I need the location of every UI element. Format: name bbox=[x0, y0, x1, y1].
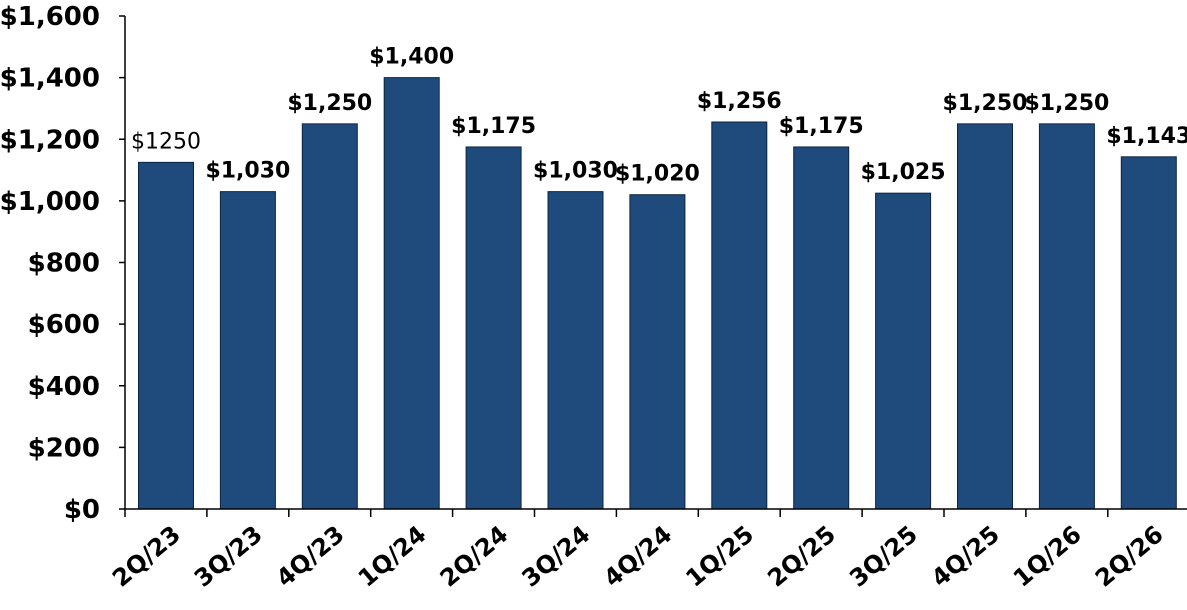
data-label: $1,250 bbox=[1024, 91, 1109, 116]
data-label: $1,400 bbox=[369, 45, 454, 70]
data-label: $1,250 bbox=[943, 91, 1028, 116]
y-tick-label: $800 bbox=[28, 249, 100, 279]
x-tick-label: 3Q/25 bbox=[844, 520, 923, 592]
bar bbox=[301, 123, 358, 510]
x-axis: 2Q/23 3Q/23 4Q/23 1Q/24 2Q/24 3Q/24 4Q/24 1Q/25… bbox=[107, 508, 1187, 593]
data-label: $1,256 bbox=[697, 89, 782, 114]
x-tick-label: 2Q/25 bbox=[762, 520, 841, 592]
x-tick-label: 4Q/23 bbox=[271, 520, 350, 592]
x-tick-label: 1Q/25 bbox=[680, 520, 759, 592]
x-tick-label: 1Q/26 bbox=[1008, 520, 1087, 592]
data-labels: $1250$1,030$1,250$1,400$1,175$1,030$1,02… bbox=[131, 45, 1187, 187]
y-tick-label: $400 bbox=[28, 372, 100, 402]
x-tick-label: 1Q/24 bbox=[353, 520, 432, 592]
bar bbox=[957, 123, 1013, 510]
x-tick-label: 4Q/25 bbox=[926, 520, 1005, 592]
bar bbox=[219, 191, 276, 510]
data-label: $1,175 bbox=[779, 114, 864, 139]
x-tick-label: 3Q/23 bbox=[189, 520, 268, 592]
y-tick-label: $1,200 bbox=[0, 125, 100, 155]
bar bbox=[875, 192, 932, 510]
bar bbox=[465, 146, 522, 510]
bar bbox=[711, 121, 768, 510]
data-label: $1,250 bbox=[287, 91, 372, 116]
y-axis: $0 $200 $400 $600 $800 $1,000 $1,200 $1,400 $1,6… bbox=[0, 2, 126, 525]
y-tick-label: $200 bbox=[28, 433, 100, 463]
data-label: $1,020 bbox=[615, 162, 700, 187]
bar bbox=[1038, 123, 1095, 510]
bar bbox=[793, 146, 850, 510]
x-tick-label: 2Q/26 bbox=[1090, 520, 1169, 592]
bar bbox=[383, 77, 440, 510]
bar bbox=[547, 191, 604, 510]
data-label: $1,143 bbox=[1106, 124, 1187, 149]
bar bbox=[138, 161, 194, 510]
y-tick-label: $0 bbox=[64, 495, 100, 525]
x-tick-label: 4Q/24 bbox=[599, 520, 678, 592]
bar bbox=[1120, 156, 1177, 510]
data-label: $1,030 bbox=[533, 159, 618, 184]
x-tick-label: 2Q/23 bbox=[107, 520, 186, 592]
data-label: $1,025 bbox=[861, 160, 946, 185]
x-tick-label: 3Q/24 bbox=[517, 520, 596, 592]
bar bbox=[629, 194, 686, 510]
y-tick-label: $1,400 bbox=[0, 64, 100, 94]
data-label: $1,175 bbox=[451, 114, 536, 139]
bars bbox=[138, 77, 1177, 510]
data-label: $1250 bbox=[131, 129, 201, 154]
data-label: $1,030 bbox=[205, 159, 290, 184]
y-tick-label: $1,600 bbox=[0, 2, 100, 32]
x-tick-label: 2Q/24 bbox=[435, 520, 514, 592]
y-tick-label: $1,000 bbox=[0, 187, 100, 217]
y-tick-label: $600 bbox=[28, 310, 100, 340]
